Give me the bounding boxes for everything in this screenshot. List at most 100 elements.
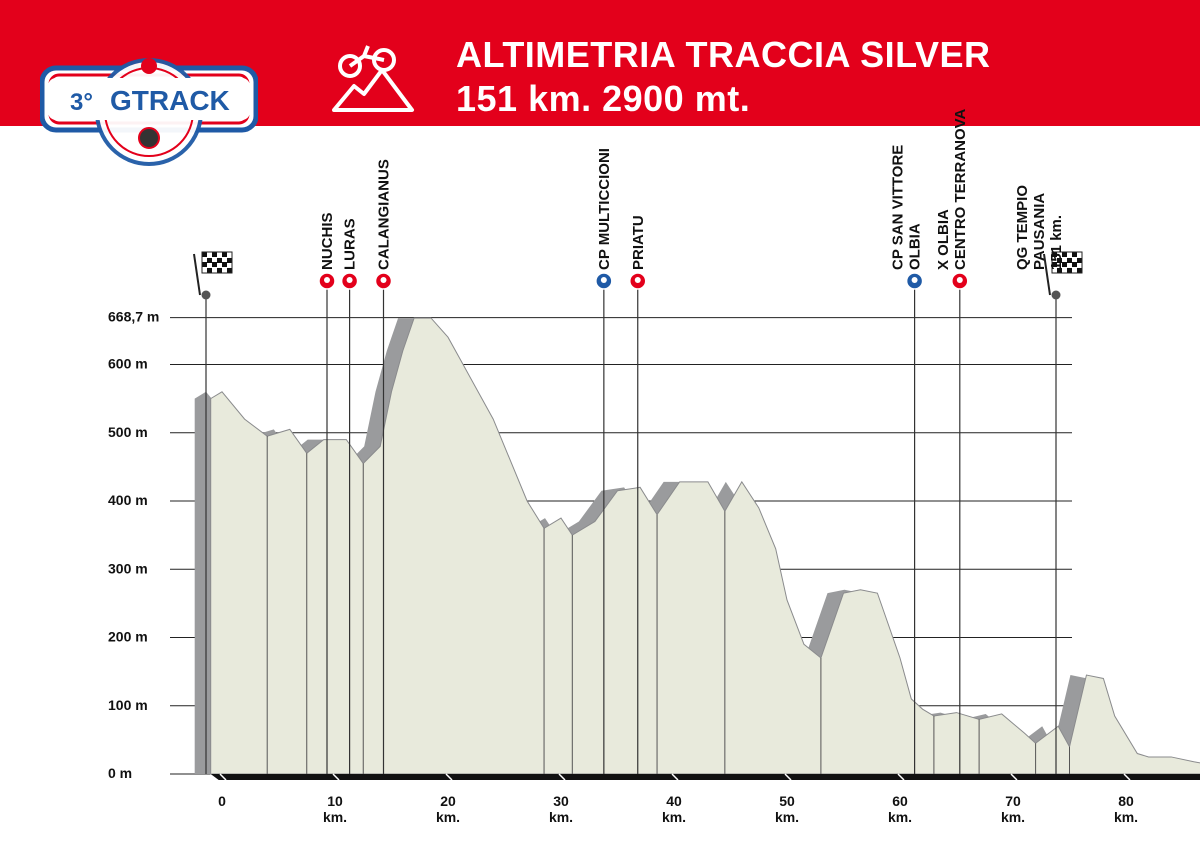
checkered-flag-cell — [207, 268, 212, 273]
y-tick-label: 100 m — [108, 697, 148, 713]
checkered-flag-icon — [1051, 251, 1083, 274]
waypoint-label: LURAS — [342, 218, 359, 270]
checkered-flag-cell — [1067, 268, 1072, 273]
x-tick-label: 20 — [440, 793, 456, 809]
checkered-flag-cell — [1077, 263, 1082, 268]
checkered-flag-cell — [217, 268, 222, 273]
checkered-flag-cell — [212, 262, 217, 267]
checkered-flag-cell — [1057, 258, 1062, 263]
checkered-flag-cell — [1062, 257, 1067, 262]
checkered-flag-cell — [1077, 253, 1082, 258]
map-pin-dot — [634, 277, 641, 283]
checkered-flag-cell — [202, 262, 207, 267]
waypoint-label: CP MULTICCIONI — [596, 148, 613, 270]
x-tick-label: 60 — [892, 793, 908, 809]
y-tick-label: 0 m — [108, 765, 132, 781]
checkered-flag-cell — [202, 257, 207, 262]
checkered-flag-cell — [212, 252, 217, 257]
baseline-tick — [1010, 773, 1018, 781]
checkered-flag-cell — [1077, 268, 1082, 273]
x-tick-label: 0 — [218, 793, 226, 809]
checkered-flag-cell — [212, 257, 217, 262]
y-tick-label: 400 m — [108, 492, 148, 508]
checkered-flag-cell — [1072, 252, 1077, 257]
flag-pole — [193, 253, 201, 296]
checkered-flag-cell — [202, 267, 207, 272]
checkered-flag-cell — [1072, 267, 1077, 272]
x-tick-unit: km. — [888, 809, 912, 825]
x-tick-unit: km. — [775, 809, 799, 825]
checkered-flag-icon — [201, 251, 233, 274]
checkered-flag-cell — [207, 253, 212, 258]
y-tick-label: 300 m — [108, 560, 148, 576]
checkered-flag-cell — [227, 263, 232, 268]
flag-pole — [1043, 253, 1051, 296]
map-pin-dot — [324, 277, 330, 283]
checkered-flag-cell — [212, 267, 217, 272]
map-pin-dot — [911, 277, 918, 283]
checkered-flag-cell — [1052, 257, 1057, 262]
baseline-tick — [784, 773, 792, 781]
checkered-flag-cell — [217, 258, 222, 263]
checkered-flag-cell — [207, 258, 212, 263]
checkered-flag-cell — [1057, 263, 1062, 268]
svg-text:3°: 3° — [70, 89, 93, 116]
x-tick-unit: km. — [549, 809, 573, 825]
y-tick-label: 668,7 m — [108, 309, 159, 325]
x-tick-label: 30 — [553, 793, 569, 809]
chart-subtitle: 151 km. 2900 mt. — [456, 78, 751, 119]
waypoint-label: CENTRO TERRANOVA — [952, 108, 969, 270]
x-tick-unit: km. — [436, 809, 460, 825]
checkered-flag-cell — [1062, 262, 1067, 267]
baseline-tick — [897, 773, 905, 781]
waypoint-label: PAUSANIA — [1031, 193, 1048, 270]
waypoint-label: NUCHIS — [319, 212, 336, 270]
checkered-flag-cell — [1067, 258, 1072, 263]
checkered-flag-cell — [1052, 252, 1057, 257]
map-pin-dot — [380, 277, 387, 283]
x-tick-unit: km. — [662, 809, 686, 825]
x-tick-label: 70 — [1005, 793, 1021, 809]
checkered-flag-cell — [1057, 268, 1062, 273]
y-tick-label: 600 m — [108, 356, 148, 372]
checkered-flag-cell — [207, 263, 212, 268]
y-tick-label: 500 m — [108, 424, 148, 440]
map-pin-dot — [600, 277, 607, 283]
checkered-flag-cell — [227, 268, 232, 273]
x-tick-label: 80 — [1118, 793, 1134, 809]
flag-pole-base — [201, 290, 211, 300]
checkered-flag-cell — [222, 252, 227, 257]
waypoint-label: X OLBIA — [935, 209, 952, 270]
baseline-tick — [219, 773, 227, 781]
map-pin-dot — [956, 277, 963, 283]
checkered-flag-cell — [222, 262, 227, 267]
gtrack-logo: 3° GTRACK — [40, 58, 258, 166]
svg-text:GTRACK: GTRACK — [110, 85, 230, 116]
checkered-flag-cell — [1062, 267, 1067, 272]
checkered-flag-cell — [1067, 263, 1072, 268]
waypoint-label: CP SAN VITTORE — [890, 145, 907, 270]
checkered-flag-cell — [1057, 253, 1062, 258]
map-pin-dot — [346, 277, 353, 283]
x-tick-unit: km. — [323, 809, 347, 825]
baseline-tick — [558, 773, 566, 781]
waypoint-label: QG TEMPIO — [1014, 185, 1031, 270]
x-tick-unit: km. — [1001, 809, 1025, 825]
flag-pole-base — [1051, 290, 1061, 300]
baseline-tick — [445, 773, 453, 781]
x-tick-label: 50 — [779, 793, 795, 809]
baseline-tick — [332, 773, 340, 781]
checkered-flag-cell — [222, 267, 227, 272]
y-tick-label: 200 m — [108, 629, 148, 645]
checkered-flag-cell — [1062, 252, 1067, 257]
x-tick-unit: km. — [1114, 809, 1138, 825]
checkered-flag-cell — [217, 253, 222, 258]
checkered-flag-cell — [1052, 267, 1057, 272]
checkered-flag-cell — [1077, 258, 1082, 263]
checkered-flag-cell — [1072, 262, 1077, 267]
checkered-flag-cell — [217, 263, 222, 268]
chart-title: ALTIMETRIA TRACCIA SILVER — [456, 34, 991, 75]
checkered-flag-cell — [1072, 257, 1077, 262]
mountain-bike-icon — [332, 45, 414, 112]
